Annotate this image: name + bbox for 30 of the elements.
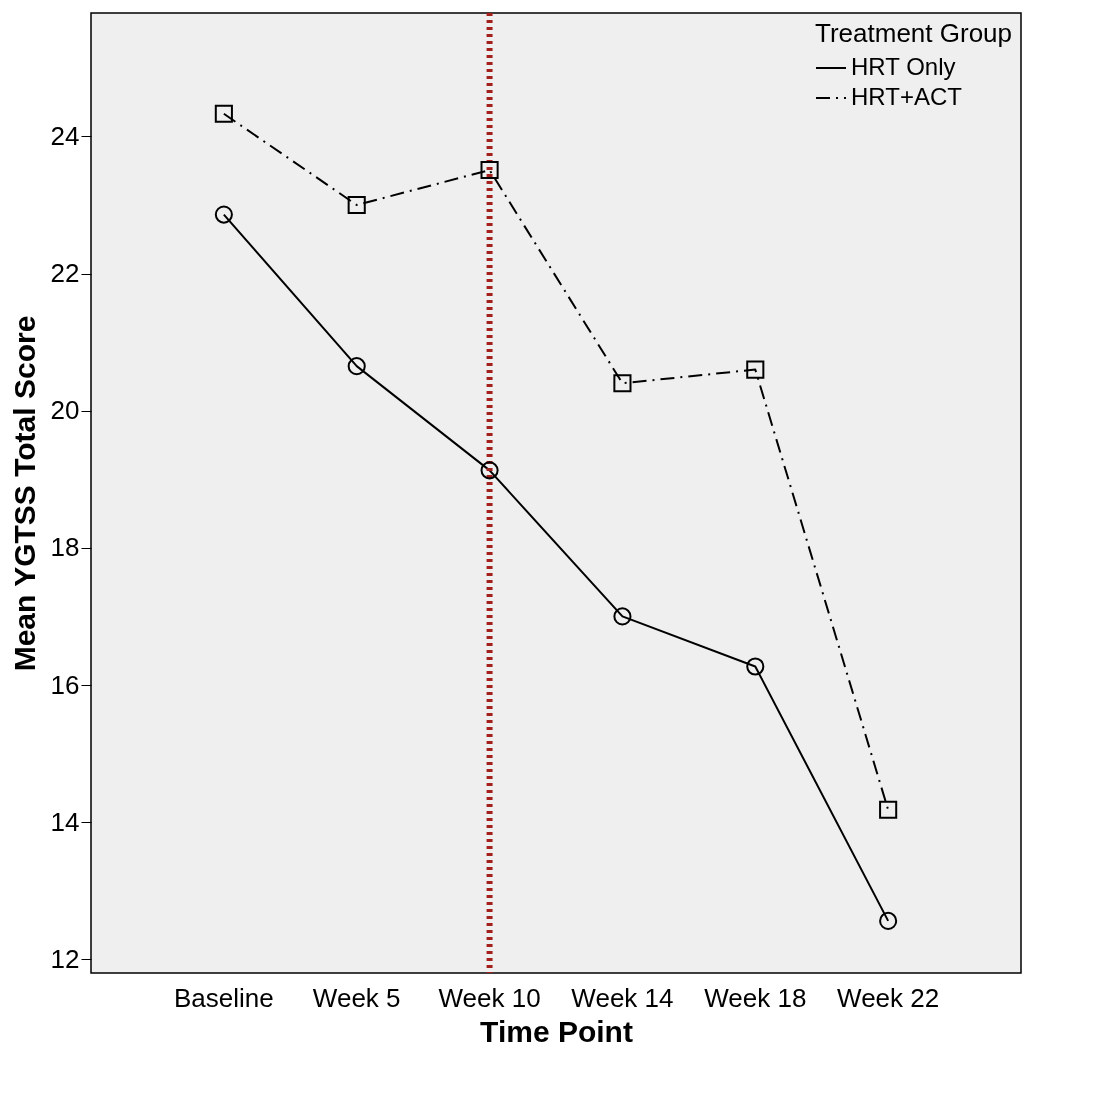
x-tick-label: Baseline bbox=[173, 982, 274, 1013]
point bbox=[746, 360, 765, 379]
x-tick-label: Week 22 bbox=[837, 982, 940, 1013]
x-tick-label: Week 10 bbox=[438, 982, 541, 1013]
x-axis-title: Time Point bbox=[480, 1014, 633, 1048]
point bbox=[347, 357, 366, 376]
y-tick-label: 14 bbox=[50, 806, 80, 837]
legend-label: HRT Only bbox=[851, 53, 956, 80]
x-tick-label: Week 5 bbox=[312, 982, 401, 1013]
point bbox=[214, 205, 233, 224]
point bbox=[613, 607, 632, 626]
y-tick-label: 18 bbox=[50, 532, 80, 563]
point bbox=[347, 195, 366, 215]
point bbox=[879, 800, 898, 819]
y-axis-title: Mean YGTSS Total Score bbox=[7, 315, 41, 672]
point bbox=[480, 160, 499, 180]
y-tick-label: 20 bbox=[50, 395, 80, 426]
y-tick-label: 12 bbox=[50, 943, 80, 974]
y-tick-label: 16 bbox=[50, 669, 80, 700]
legend-title: Treatment Group bbox=[815, 18, 1013, 48]
point bbox=[480, 461, 499, 480]
point bbox=[746, 657, 765, 676]
point bbox=[879, 911, 898, 930]
x-tick-label: Week 14 bbox=[571, 982, 674, 1013]
point bbox=[214, 104, 233, 123]
x-tick-label: Week 18 bbox=[704, 982, 807, 1013]
point bbox=[613, 374, 632, 393]
legend-label: HRT+ACT bbox=[851, 83, 963, 110]
y-tick-label: 22 bbox=[50, 258, 80, 289]
y-tick-label: 24 bbox=[50, 120, 80, 151]
